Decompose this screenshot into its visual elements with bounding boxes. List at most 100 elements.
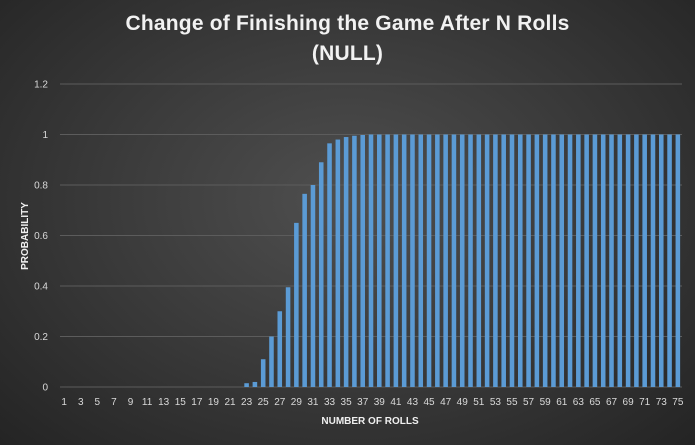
x-tick-label: 27: [274, 397, 286, 408]
x-tick-label: 55: [506, 397, 518, 408]
bar-40: [385, 134, 390, 387]
bar-27: [277, 311, 283, 387]
bar-68: [617, 134, 623, 387]
bar-70: [634, 134, 639, 387]
bar-71: [642, 134, 647, 387]
bars: [244, 134, 681, 387]
x-tick-label: 17: [191, 397, 203, 408]
bar-30: [302, 193, 307, 387]
x-tick-label: 7: [111, 397, 117, 408]
x-tick-label: 69: [623, 397, 635, 408]
x-tick-label: 25: [258, 397, 270, 408]
y-tick-label: 0.6: [34, 231, 48, 242]
bar-45: [426, 134, 432, 387]
bar-47: [443, 134, 448, 387]
bar-59: [542, 134, 548, 387]
x-tick-label: 75: [672, 397, 684, 408]
bar-29: [294, 222, 299, 387]
bar-24: [252, 381, 258, 387]
x-tick-label: 73: [656, 397, 668, 408]
bar-74: [667, 134, 672, 387]
bar-28: [285, 287, 291, 387]
bar-26: [269, 336, 274, 387]
bar-54: [501, 134, 506, 387]
bar-55: [509, 134, 515, 387]
x-tick-label: 21: [224, 397, 236, 408]
bar-63: [576, 134, 581, 387]
x-tick-label: 49: [457, 397, 469, 408]
x-axis-ticks: 1 3 5 7 9 11 13 15 17 19 21 23 25 27 29 31 33 35 37 39 41 43 4…: [61, 397, 683, 408]
x-tick-label: 19: [208, 397, 220, 408]
x-tick-label: 71: [639, 397, 651, 408]
x-tick-label: 47: [440, 397, 452, 408]
x-tick-label: 61: [556, 397, 568, 408]
x-tick-label: 57: [523, 397, 535, 408]
x-tick-label: 63: [573, 397, 585, 408]
bar-60: [551, 134, 556, 387]
bar-61: [559, 134, 565, 387]
bar-50: [468, 134, 473, 387]
bar-73: [658, 134, 664, 387]
bar-64: [584, 134, 589, 387]
y-axis-ticks: 0 0.2 0.4 0.6 0.8 1 1.2: [34, 80, 48, 394]
y-tick-label: 0.2: [34, 332, 48, 343]
bar-34: [335, 139, 341, 387]
y-tick-label: 0: [42, 383, 48, 394]
x-tick-label: 51: [473, 397, 485, 408]
x-axis-title: NUMBER OF ROLLS: [321, 416, 419, 427]
bar-41: [393, 134, 399, 387]
bar-48: [451, 134, 457, 387]
bar-33: [327, 143, 332, 387]
x-tick-label: 65: [589, 397, 601, 408]
bar-37: [360, 135, 365, 387]
chart-title: Change of Finishing the Game After N Rol…: [125, 12, 570, 35]
x-tick-label: 1: [61, 397, 67, 408]
bar-56: [518, 134, 523, 387]
x-tick-label: 67: [606, 397, 618, 408]
x-tick-label: 23: [241, 397, 253, 408]
bar-43: [410, 134, 415, 387]
bar-62: [567, 134, 573, 387]
x-tick-label: 31: [307, 397, 319, 408]
bar-66: [600, 134, 606, 387]
x-tick-label: 53: [490, 397, 502, 408]
bar-32: [318, 162, 324, 387]
bar-36: [352, 135, 357, 387]
x-tick-label: 11: [142, 397, 153, 408]
y-tick-label: 1.2: [34, 80, 48, 91]
bar-52: [484, 134, 490, 387]
bar-35: [343, 137, 349, 387]
bar-44: [418, 134, 424, 387]
x-tick-label: 59: [540, 397, 552, 408]
chart-subtitle: (NULL): [311, 42, 384, 65]
bar-69: [625, 134, 631, 387]
bar-38: [368, 134, 374, 387]
x-tick-label: 3: [78, 397, 84, 408]
x-tick-label: 45: [423, 397, 435, 408]
x-tick-label: 43: [407, 397, 419, 408]
bar-46: [435, 134, 440, 387]
y-axis-title: PROBABILITY: [20, 202, 31, 270]
bar-23: [244, 383, 249, 387]
x-tick-label: 33: [324, 397, 336, 408]
bar-65: [592, 134, 598, 387]
x-tick-label: 41: [390, 397, 402, 408]
y-tick-label: 0.4: [34, 282, 48, 293]
bar-31: [310, 185, 316, 387]
bar-39: [377, 134, 382, 387]
x-tick-label: 35: [341, 397, 353, 408]
x-tick-label: 5: [95, 397, 101, 408]
bar-53: [493, 134, 498, 387]
x-tick-label: 15: [175, 397, 187, 408]
bar-25: [260, 359, 266, 387]
x-tick-label: 13: [158, 397, 170, 408]
bar-67: [609, 134, 614, 387]
x-tick-label: 29: [291, 397, 303, 408]
bar-57: [526, 134, 531, 387]
x-tick-label: 9: [128, 397, 134, 408]
bar-49: [459, 134, 465, 387]
bar-75: [675, 134, 681, 387]
y-tick-label: 0.8: [34, 181, 48, 192]
